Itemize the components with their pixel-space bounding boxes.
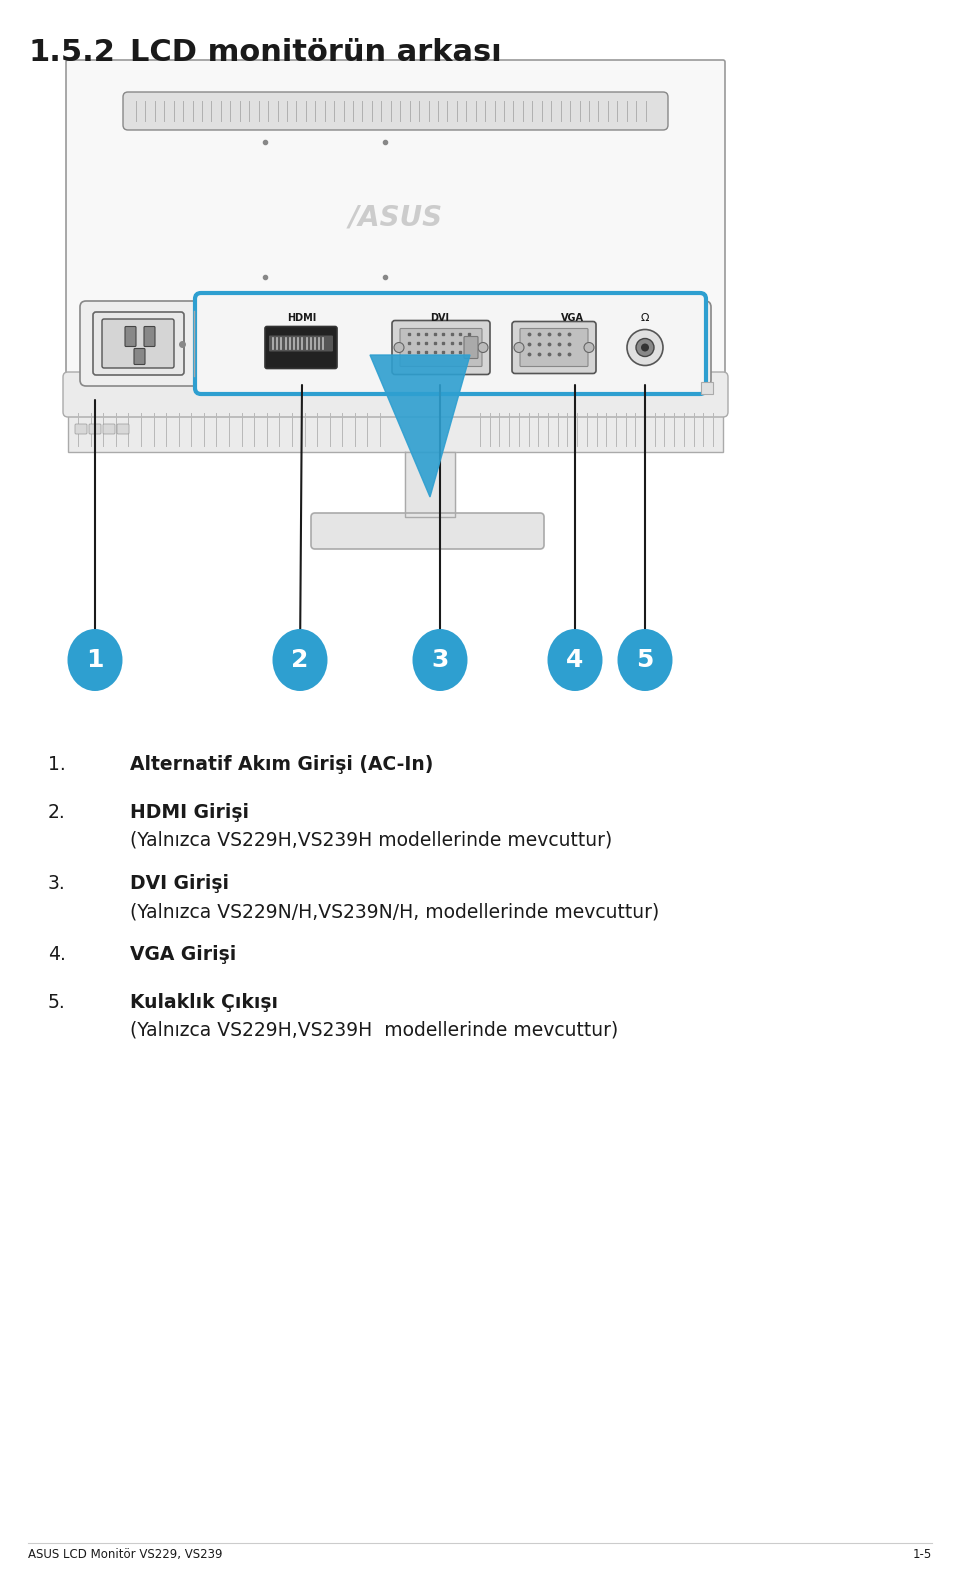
FancyBboxPatch shape bbox=[512, 321, 596, 373]
FancyBboxPatch shape bbox=[66, 60, 725, 387]
FancyBboxPatch shape bbox=[195, 292, 706, 394]
Text: VGA Girişi: VGA Girişi bbox=[130, 945, 236, 964]
FancyBboxPatch shape bbox=[93, 311, 184, 375]
Text: 4: 4 bbox=[566, 648, 584, 672]
Ellipse shape bbox=[617, 629, 673, 691]
FancyBboxPatch shape bbox=[68, 406, 723, 452]
Text: HDMI: HDMI bbox=[287, 313, 317, 323]
Text: LCD monitörün arkası: LCD monitörün arkası bbox=[130, 38, 502, 66]
Text: (Yalnızca VS229H,VS239H  modellerinde mevcuttur): (Yalnızca VS229H,VS239H modellerinde mev… bbox=[130, 1021, 618, 1040]
FancyBboxPatch shape bbox=[144, 327, 155, 346]
Text: 5: 5 bbox=[636, 648, 654, 672]
Text: ASUS LCD Monitör VS229, VS239: ASUS LCD Monitör VS229, VS239 bbox=[28, 1548, 223, 1560]
Text: VGA: VGA bbox=[561, 313, 584, 323]
Text: 3.: 3. bbox=[48, 874, 65, 893]
Text: DVI Girişi: DVI Girişi bbox=[130, 874, 229, 893]
FancyBboxPatch shape bbox=[134, 348, 145, 365]
Polygon shape bbox=[370, 356, 470, 496]
FancyBboxPatch shape bbox=[102, 319, 174, 368]
Text: (Yalnızca VS229H,VS239H modellerinde mevcuttur): (Yalnızca VS229H,VS239H modellerinde mev… bbox=[130, 832, 612, 851]
Text: 3: 3 bbox=[431, 648, 448, 672]
FancyBboxPatch shape bbox=[269, 335, 333, 351]
Polygon shape bbox=[405, 452, 455, 517]
Circle shape bbox=[641, 343, 649, 351]
FancyBboxPatch shape bbox=[103, 424, 115, 435]
Ellipse shape bbox=[273, 629, 327, 691]
Circle shape bbox=[627, 329, 663, 365]
Ellipse shape bbox=[67, 629, 123, 691]
FancyBboxPatch shape bbox=[701, 383, 713, 394]
Ellipse shape bbox=[547, 629, 603, 691]
Text: 1.5.2: 1.5.2 bbox=[28, 38, 115, 66]
Text: 2.: 2. bbox=[48, 803, 65, 822]
FancyBboxPatch shape bbox=[63, 372, 728, 417]
Text: 5.: 5. bbox=[48, 993, 65, 1012]
Text: HDMI Girişi: HDMI Girişi bbox=[130, 803, 249, 822]
FancyBboxPatch shape bbox=[89, 424, 101, 435]
Circle shape bbox=[514, 343, 524, 353]
Text: Kulaklık Çıkışı: Kulaklık Çıkışı bbox=[130, 993, 278, 1012]
Text: DVI: DVI bbox=[430, 313, 449, 323]
Circle shape bbox=[636, 338, 654, 356]
FancyBboxPatch shape bbox=[311, 512, 544, 549]
FancyBboxPatch shape bbox=[123, 92, 668, 130]
Circle shape bbox=[478, 343, 488, 353]
Text: 4.: 4. bbox=[48, 945, 66, 964]
Text: /ASUS: /ASUS bbox=[348, 202, 443, 231]
FancyBboxPatch shape bbox=[265, 327, 337, 368]
Text: Ω: Ω bbox=[640, 313, 649, 323]
FancyBboxPatch shape bbox=[400, 329, 482, 367]
Text: (Yalnızca VS229N/H,VS239N/H, modellerinde mevcuttur): (Yalnızca VS229N/H,VS239N/H, modellerind… bbox=[130, 903, 660, 922]
FancyBboxPatch shape bbox=[125, 327, 136, 346]
FancyBboxPatch shape bbox=[392, 321, 490, 375]
FancyBboxPatch shape bbox=[520, 329, 588, 367]
Ellipse shape bbox=[413, 629, 468, 691]
Circle shape bbox=[584, 343, 594, 353]
Text: 1: 1 bbox=[86, 648, 104, 672]
Text: 2: 2 bbox=[291, 648, 309, 672]
Text: Alternatif Akım Girişi (AC-In): Alternatif Akım Girişi (AC-In) bbox=[130, 756, 433, 775]
FancyBboxPatch shape bbox=[464, 337, 478, 359]
FancyBboxPatch shape bbox=[75, 424, 87, 435]
Text: 1-5: 1-5 bbox=[913, 1548, 932, 1560]
FancyBboxPatch shape bbox=[80, 300, 711, 386]
Text: 1.: 1. bbox=[48, 756, 65, 775]
Circle shape bbox=[394, 343, 404, 353]
FancyBboxPatch shape bbox=[117, 424, 129, 435]
